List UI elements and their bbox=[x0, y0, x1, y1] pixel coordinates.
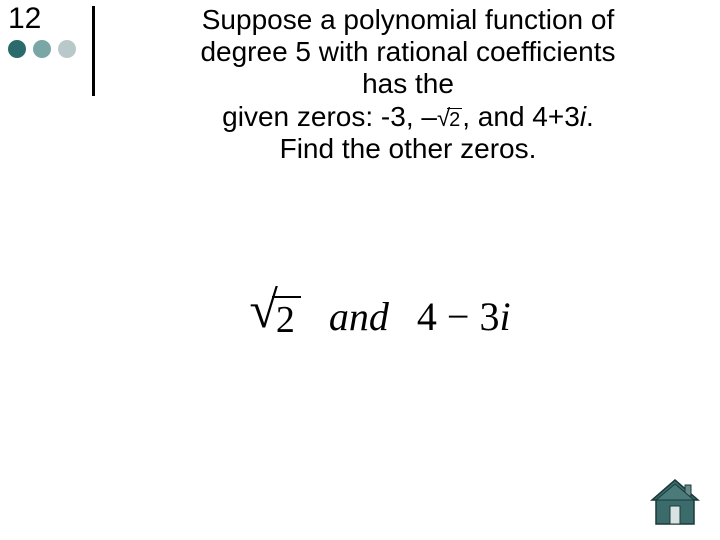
slide-number: 12 bbox=[8, 2, 41, 36]
answer-expression: 4 − 3i bbox=[417, 293, 511, 340]
question-line-4: given zeros: -3, –√2, and 4+3i. bbox=[108, 101, 708, 133]
radicand-small: 2 bbox=[447, 108, 462, 131]
progress-dots bbox=[8, 40, 76, 58]
expr-i: i bbox=[499, 294, 510, 339]
line4-negative: – bbox=[421, 101, 437, 132]
dot-1 bbox=[8, 40, 26, 58]
radicand-big: 2 bbox=[272, 296, 301, 342]
dot-2 bbox=[33, 40, 51, 58]
question-line-3: has the bbox=[108, 68, 708, 100]
sqrt-big: √ 2 bbox=[249, 290, 301, 342]
sqrt-small: √2 bbox=[437, 105, 462, 133]
answer-and: and bbox=[329, 293, 389, 340]
question-line-2: degree 5 with rational coefficients bbox=[108, 36, 708, 68]
expr-prefix: 4 − 3 bbox=[417, 294, 500, 339]
divider-line bbox=[92, 6, 95, 96]
line4-period: . bbox=[586, 101, 594, 132]
home-icon bbox=[648, 478, 702, 528]
dot-3 bbox=[58, 40, 76, 58]
question-text: Suppose a polynomial function of degree … bbox=[108, 4, 708, 165]
line4-prefix: given zeros: -3, bbox=[222, 101, 413, 132]
answer-text: √ 2 and 4 − 3i bbox=[140, 290, 620, 342]
line4-suffix-a: , and 4+3 bbox=[462, 101, 580, 132]
home-button[interactable] bbox=[648, 478, 702, 528]
question-line-1: Suppose a polynomial function of bbox=[108, 4, 708, 36]
question-line-5: Find the other zeros. bbox=[108, 133, 708, 165]
